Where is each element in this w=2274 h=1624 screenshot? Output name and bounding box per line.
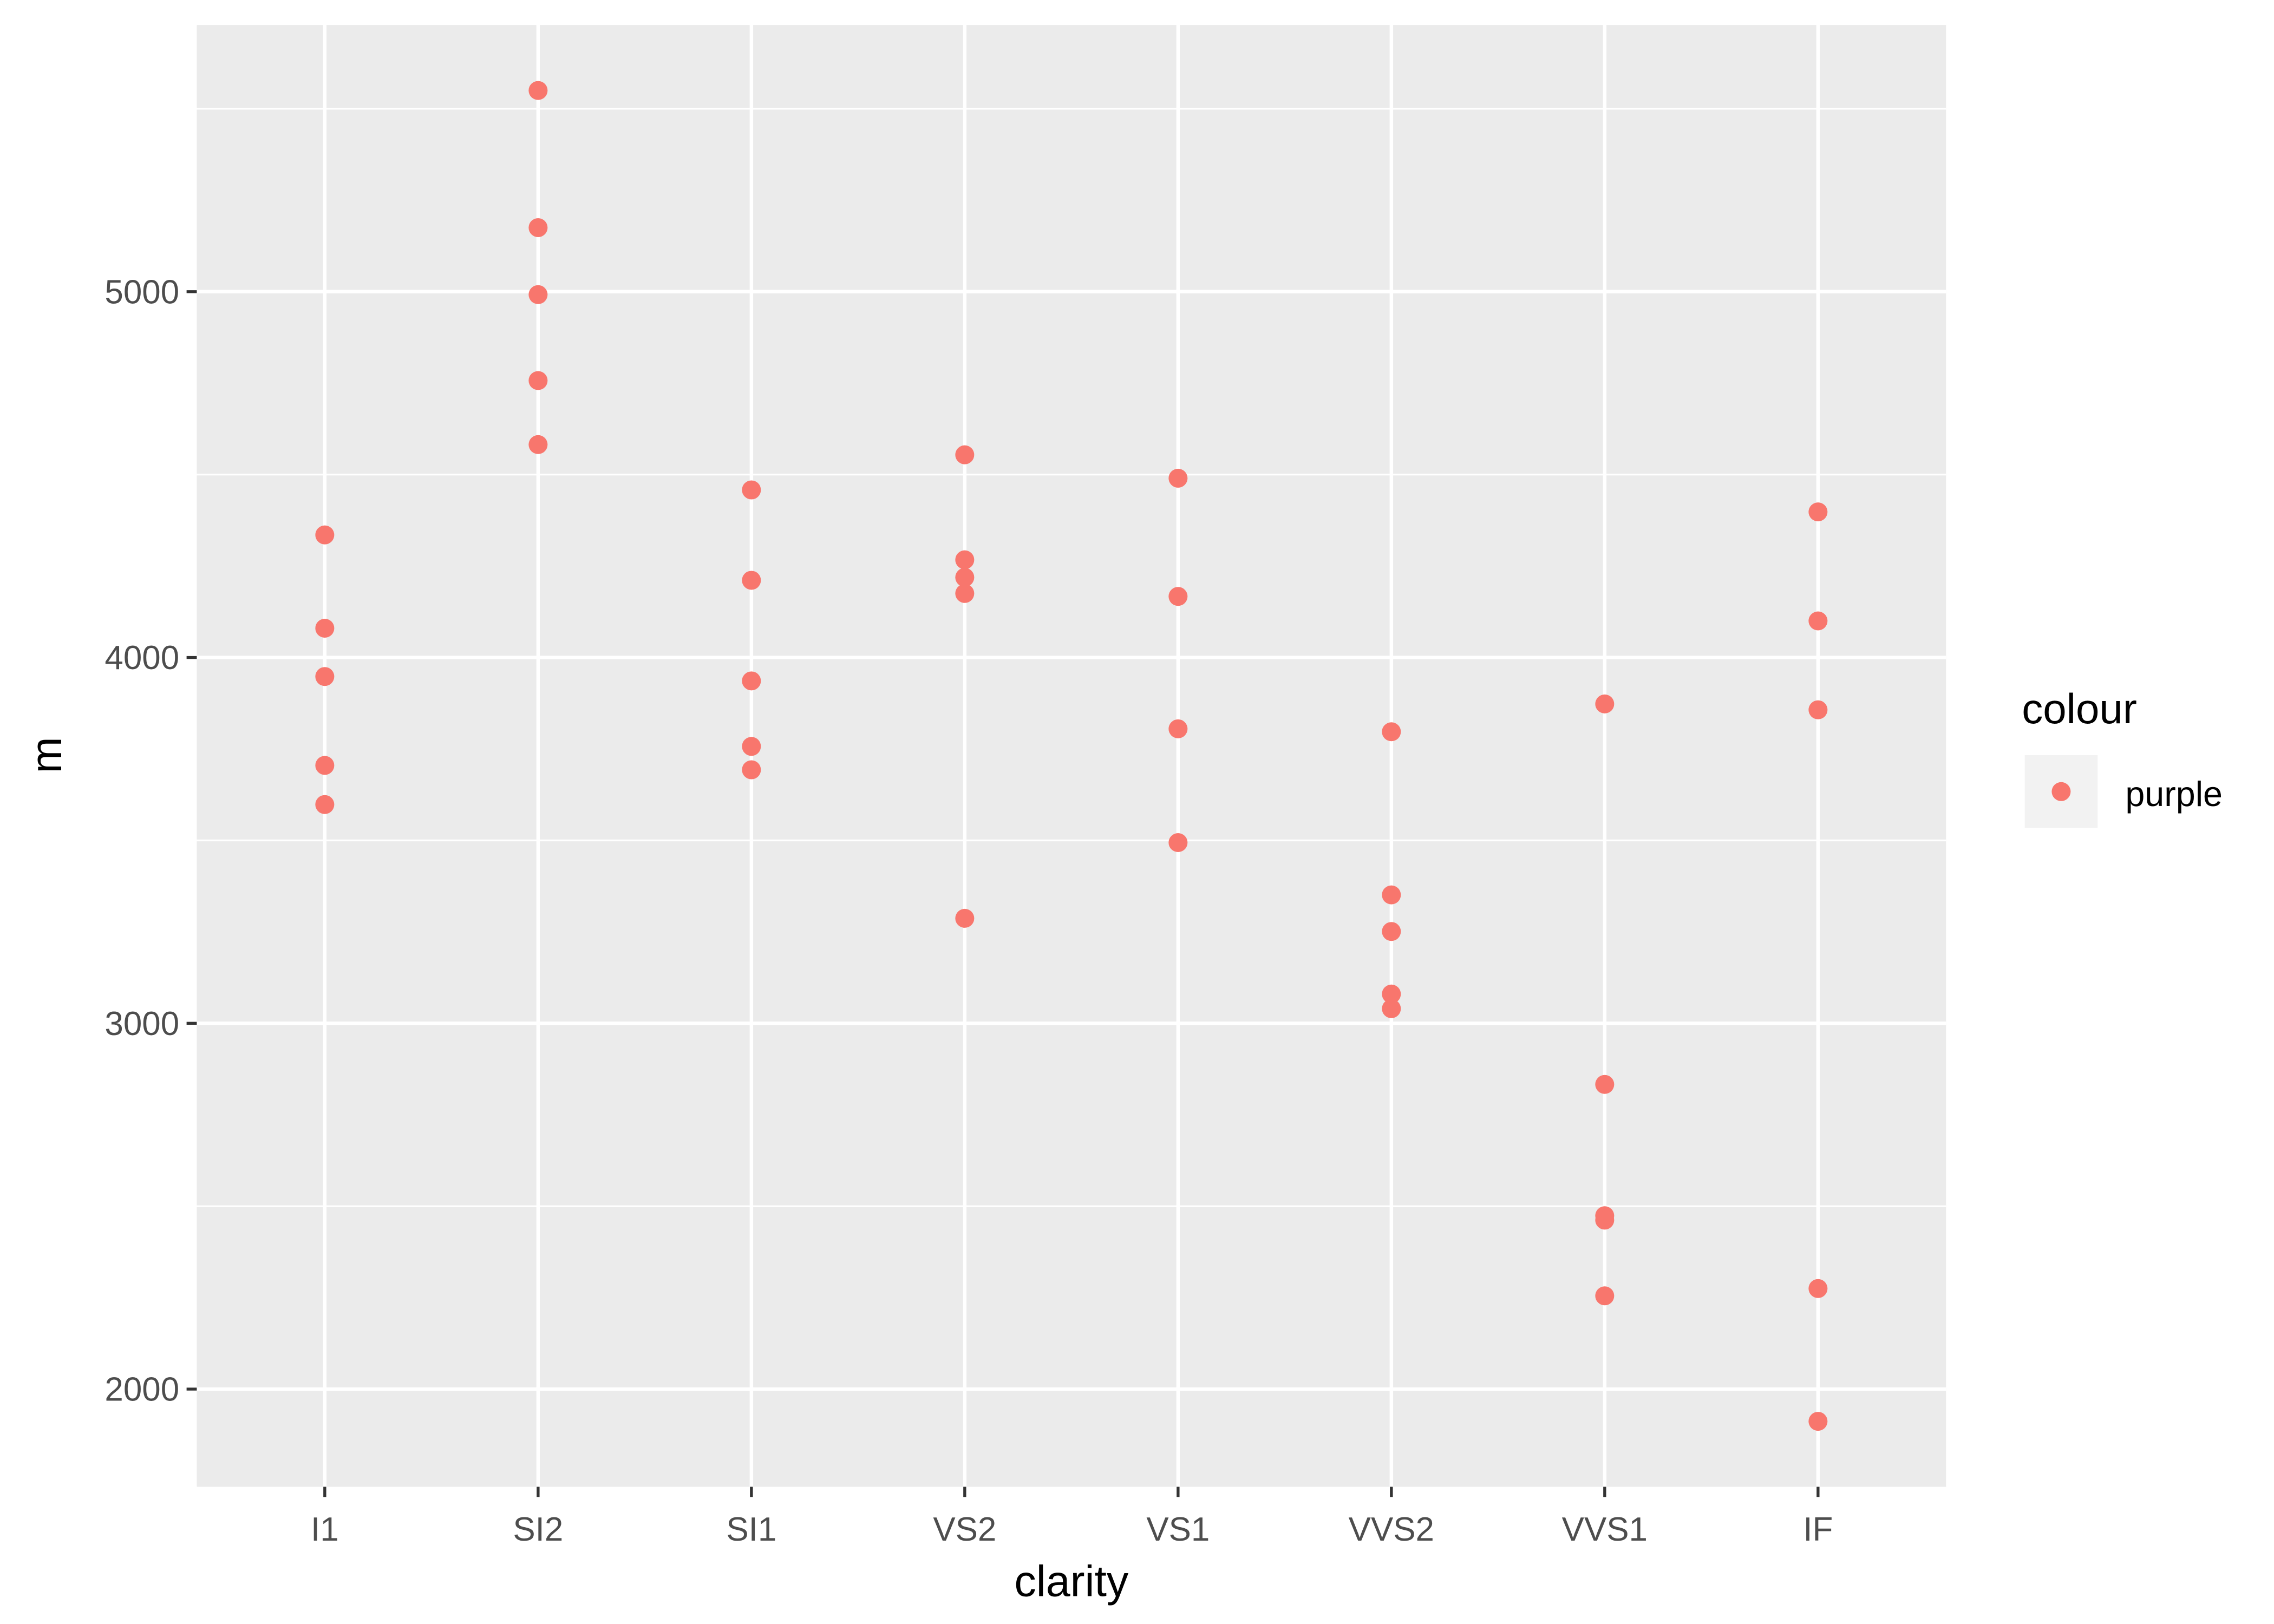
x-tick-label: VVS2 — [1349, 1511, 1434, 1548]
data-point — [315, 795, 335, 814]
data-point — [1168, 587, 1188, 606]
data-point — [742, 760, 761, 780]
legend-title: colour — [2022, 685, 2137, 732]
x-tick-label: IF — [1803, 1511, 1833, 1548]
data-point — [955, 584, 975, 603]
y-tick-label: 3000 — [104, 1005, 179, 1043]
data-point — [742, 571, 761, 590]
data-point — [315, 525, 335, 545]
data-point — [955, 908, 975, 928]
data-point — [528, 81, 548, 100]
data-point — [315, 756, 335, 775]
data-point — [1382, 885, 1401, 905]
legend-label: purple — [2125, 775, 2223, 814]
gridlines — [197, 25, 1946, 1487]
data-point — [1595, 1210, 1615, 1230]
x-tick-label: SI2 — [513, 1511, 563, 1548]
data-point — [1168, 468, 1188, 488]
x-tick-label: VS1 — [1146, 1511, 1210, 1548]
data-point — [1168, 719, 1188, 738]
legend-key-point — [2051, 782, 2071, 801]
data-point — [528, 218, 548, 238]
data-point — [1808, 611, 1828, 631]
data-point — [1382, 984, 1401, 1004]
y-tick-label: 4000 — [104, 639, 179, 677]
y-tick-label: 5000 — [104, 273, 179, 311]
axes: 2000 3000 4000 5000 I1 SI2 SI1 VS2 VS1 VVS2 VVS1 IF — [104, 273, 1833, 1548]
x-tick-label: VS2 — [933, 1511, 996, 1548]
data-point — [1808, 700, 1828, 719]
data-point — [1595, 1075, 1615, 1094]
data-point — [528, 435, 548, 454]
x-tick-label: VVS1 — [1562, 1511, 1648, 1548]
data-point — [1382, 999, 1401, 1018]
data-point — [528, 371, 548, 390]
data-point — [955, 550, 975, 569]
data-point — [955, 568, 975, 587]
data-point — [315, 619, 335, 638]
y-tick-label: 2000 — [104, 1371, 179, 1409]
data-point — [1808, 1279, 1828, 1298]
data-point — [1808, 1412, 1828, 1431]
data-point — [315, 667, 335, 686]
data-point — [955, 445, 975, 464]
x-axis-label: clarity — [1014, 1557, 1128, 1606]
data-point — [742, 737, 761, 756]
data-point — [1382, 722, 1401, 742]
data-points — [315, 81, 1828, 1431]
data-point — [1168, 833, 1188, 853]
data-point — [1595, 1286, 1615, 1306]
x-tick-label: I1 — [311, 1511, 339, 1548]
data-point — [528, 285, 548, 304]
data-point — [1382, 922, 1401, 941]
plot-panel — [197, 25, 1946, 1487]
legend: colour purple — [2022, 685, 2223, 828]
y-axis-label: m — [22, 737, 71, 773]
data-point — [1808, 502, 1828, 522]
data-point — [742, 671, 761, 691]
data-point — [742, 480, 761, 500]
x-tick-label: SI1 — [726, 1511, 776, 1548]
data-point — [1595, 694, 1615, 713]
